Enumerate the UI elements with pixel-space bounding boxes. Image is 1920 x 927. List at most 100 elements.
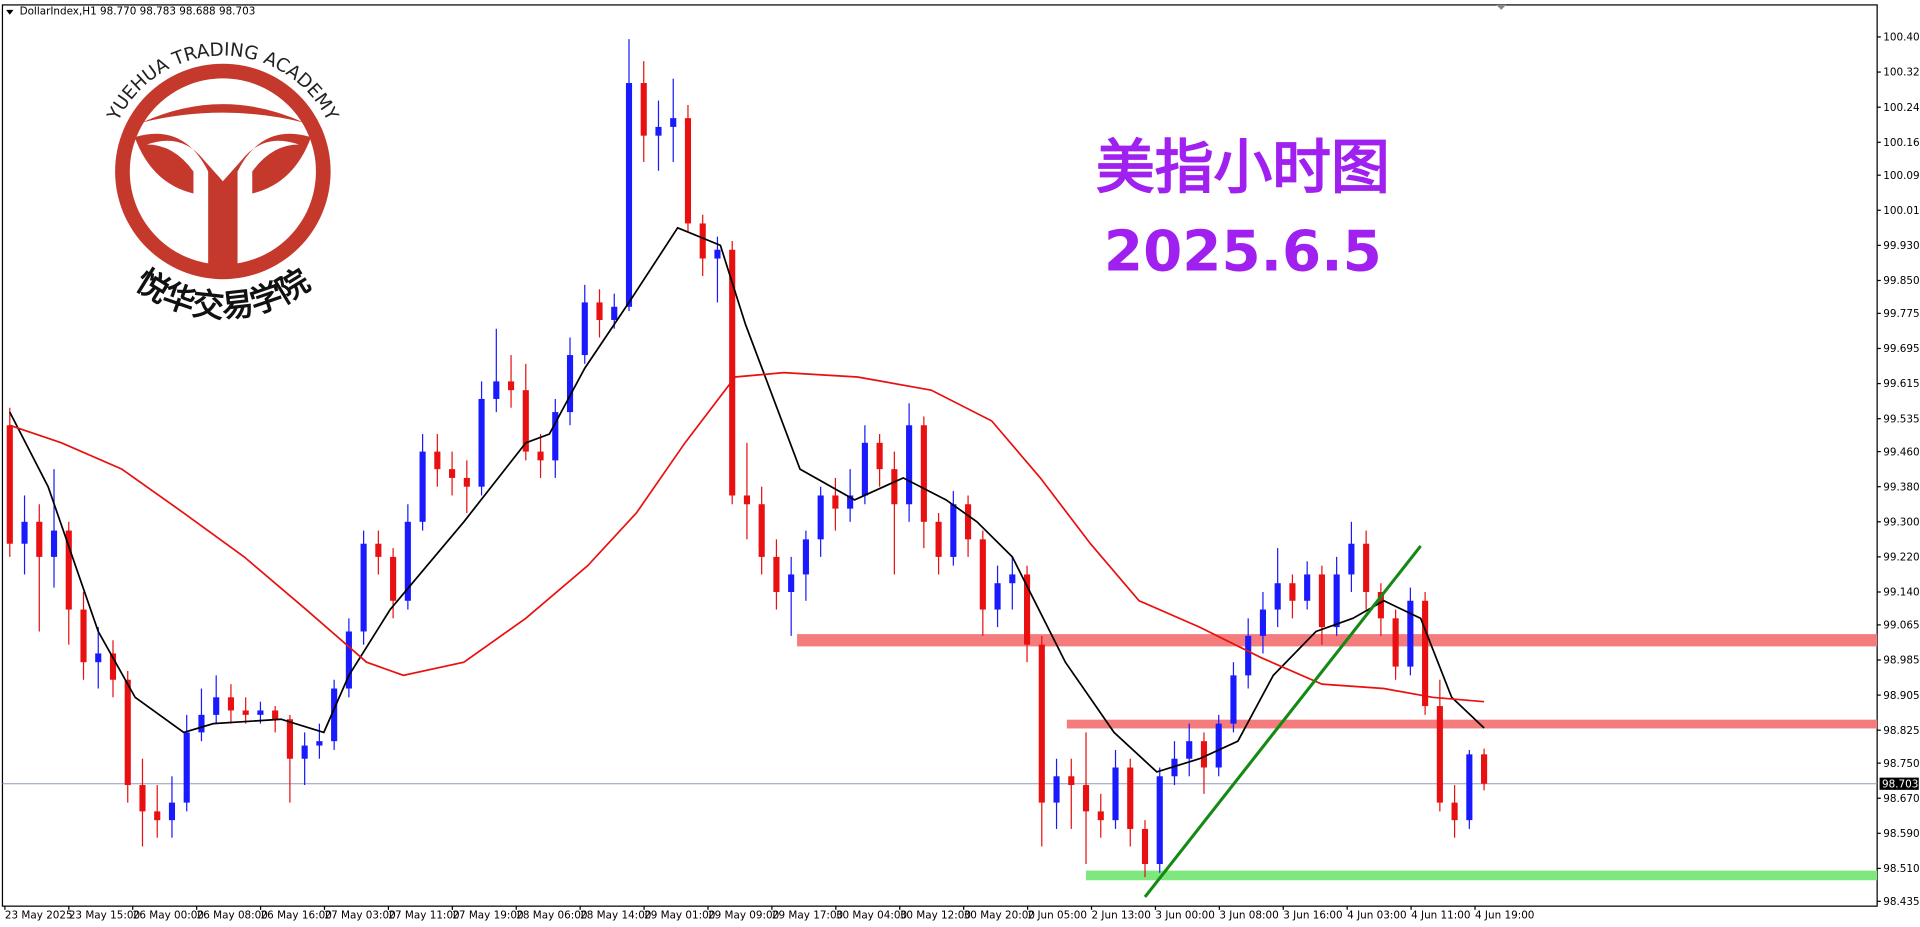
candle-body xyxy=(183,732,190,803)
x-tick-label: 4 Jun 19:00 xyxy=(1475,909,1534,921)
y-tick-label: 99.220 xyxy=(1883,552,1919,564)
candle-body xyxy=(213,697,220,715)
candle-body xyxy=(1348,543,1355,575)
candle-body xyxy=(876,442,883,470)
candle-body xyxy=(109,653,117,680)
candle-body xyxy=(788,574,795,592)
candle-body xyxy=(154,811,161,821)
candle-body xyxy=(1377,591,1384,619)
logo-inner xyxy=(129,78,316,265)
x-tick-label: 27 May 03:00 xyxy=(324,909,395,921)
candle-body xyxy=(1422,600,1429,707)
candle-body xyxy=(301,745,308,759)
chart-header: DollarIndex,H1 98.770 98.783 98.688 98.7… xyxy=(20,6,256,18)
x-tick-label: 27 May 19:00 xyxy=(452,909,523,921)
candle-body xyxy=(80,609,87,663)
candle-body xyxy=(802,539,809,575)
y-tick-label: 99.615 xyxy=(1883,378,1919,390)
candle-body xyxy=(1230,675,1237,724)
x-tick-label: 27 May 11:00 xyxy=(388,909,459,921)
candle-body xyxy=(6,425,13,544)
y-tick-label: 99.460 xyxy=(1883,446,1919,458)
zone xyxy=(1086,870,1878,881)
candle-body xyxy=(1466,754,1473,821)
candle-body xyxy=(434,451,441,470)
y-tick-label: 100.165 xyxy=(1883,137,1920,149)
x-tick-label: 2 Jun 05:00 xyxy=(1028,909,1087,921)
candle-body xyxy=(935,521,942,557)
candle-body xyxy=(847,495,854,509)
candle-body xyxy=(65,530,72,610)
candle-body xyxy=(1304,574,1311,601)
candle-body xyxy=(965,504,972,540)
candle-body xyxy=(758,504,765,557)
candle-body xyxy=(1318,574,1325,628)
moving-average xyxy=(9,226,1485,773)
x-tick-label: 30 May 04:00 xyxy=(836,909,907,921)
candle-body xyxy=(463,477,470,487)
candle-body xyxy=(345,631,352,689)
x-tick-label: 3 Jun 08:00 xyxy=(1219,909,1278,921)
candle-body xyxy=(729,249,736,496)
y-tick-label: 100.090 xyxy=(1883,170,1920,182)
candle-body xyxy=(375,543,382,557)
x-tick-label: 23 May 15:00 xyxy=(69,909,140,921)
y-tick-label: 98.435 xyxy=(1883,896,1919,908)
y-tick-label: 99.300 xyxy=(1883,516,1919,528)
candle-body xyxy=(611,306,618,320)
y-tick-label: 99.695 xyxy=(1883,343,1919,355)
candle-body xyxy=(832,495,839,509)
candle-body xyxy=(522,390,529,452)
candle-body xyxy=(390,556,397,601)
candle-body xyxy=(906,425,913,505)
candle-body xyxy=(493,381,500,399)
price-label: 98.703 xyxy=(1882,778,1918,790)
y-tick-label: 98.905 xyxy=(1883,690,1919,702)
plot-frame xyxy=(1,4,1878,907)
candle-body xyxy=(1481,754,1488,784)
candle-body xyxy=(552,412,559,461)
candle-body xyxy=(1082,785,1090,812)
candle-body xyxy=(1186,741,1193,759)
x-tick-label: 4 Jun 03:00 xyxy=(1347,909,1406,921)
y-tick-label: 99.930 xyxy=(1883,240,1919,252)
candle-body xyxy=(168,802,176,821)
y-tick-label: 99.065 xyxy=(1883,620,1919,632)
candle-body xyxy=(36,521,43,557)
candle-body xyxy=(1363,543,1370,592)
zone xyxy=(1066,719,1878,729)
y-tick-label: 99.850 xyxy=(1883,275,1919,287)
menu-arrow[interactable] xyxy=(6,9,14,15)
candle-body xyxy=(1215,723,1222,768)
candle-body xyxy=(1009,574,1016,584)
candle-body xyxy=(581,302,588,356)
candle-body xyxy=(1097,811,1104,821)
x-tick-label: 29 May 17:00 xyxy=(772,909,843,921)
x-tick-label: 4 Jun 11:00 xyxy=(1411,909,1470,921)
candle-body xyxy=(124,679,131,786)
candle-body xyxy=(1127,767,1134,829)
candle-body xyxy=(478,398,485,487)
candle-body xyxy=(1289,583,1296,601)
y-tick-label: 100.325 xyxy=(1883,67,1920,79)
watermark-date: 2025.6.5 xyxy=(1104,220,1382,285)
candle-body xyxy=(1053,776,1060,803)
candle-body xyxy=(979,539,986,610)
candle-body xyxy=(272,710,279,720)
candle-body xyxy=(257,710,264,715)
y-tick-label: 99.535 xyxy=(1883,413,1919,425)
candle-body xyxy=(743,495,750,505)
candle-body xyxy=(21,521,28,544)
y-tick-label: 98.670 xyxy=(1883,793,1919,805)
candle-body xyxy=(286,719,293,759)
candle-body xyxy=(950,504,957,557)
candle-body xyxy=(1392,618,1399,667)
candle-body xyxy=(1274,583,1281,610)
x-tick-label: 3 Jun 00:00 xyxy=(1155,909,1214,921)
zone xyxy=(797,634,1878,647)
y-tick-label: 99.380 xyxy=(1883,481,1919,493)
candle-body xyxy=(1038,644,1045,803)
candle-body xyxy=(198,714,205,733)
candle-body xyxy=(1068,776,1075,786)
